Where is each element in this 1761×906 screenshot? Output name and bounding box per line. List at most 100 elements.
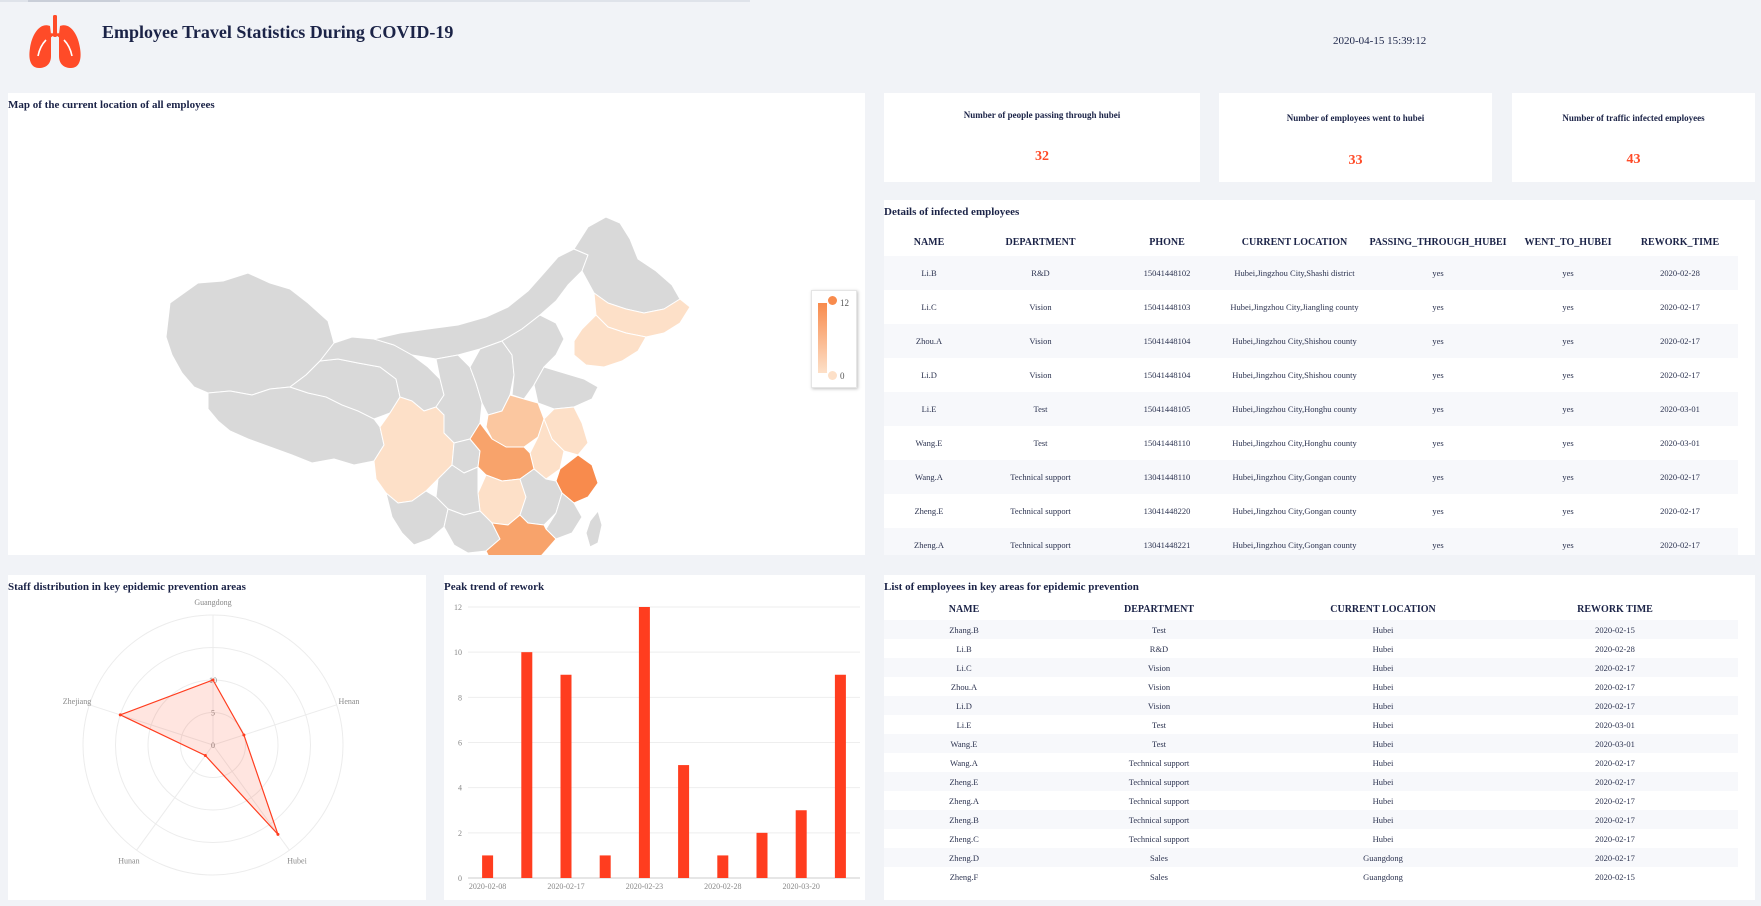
table-cell: Hubei,Jingzhou City,Jiangling county xyxy=(1230,302,1359,312)
table-cell: 15041448102 xyxy=(1107,256,1227,290)
table-cell: Zheng.B xyxy=(884,810,1044,829)
rework-bar[interactable] xyxy=(756,832,768,878)
rework-bar[interactable] xyxy=(560,674,572,878)
table-cell: Zhou.A xyxy=(884,324,974,358)
radar-point[interactable] xyxy=(203,754,207,758)
table-row[interactable]: Zheng.E Technical support 13041448220 Hubei… xyxy=(884,494,1738,528)
bar-y-tick-label: 2 xyxy=(458,829,462,838)
table-cell: 2020-02-28 xyxy=(1622,256,1738,290)
bar-y-tick-label: 0 xyxy=(458,874,462,883)
table-row[interactable]: Li.E Test Hubei 2020-03-01 xyxy=(884,715,1738,734)
table-row[interactable]: Zheng.A Technical support 13041448221 Hubei… xyxy=(884,528,1738,555)
column-header[interactable]: REWORK_TIME xyxy=(1640,236,1720,248)
table-row[interactable]: Zheng.F Sales Guangdong 2020-02-15 xyxy=(884,867,1738,886)
table-row[interactable]: Zhou.A Vision Hubei 2020-02-17 xyxy=(884,677,1738,696)
radar-chart[interactable]: GuangdongHenanHubeiHunanZhejiang0510 xyxy=(8,575,426,900)
column-header[interactable]: CURRENT LOCATION xyxy=(1241,236,1348,248)
table-cell: Technical support xyxy=(1128,833,1190,844)
column-header[interactable]: WENT_TO_HUBEI xyxy=(1524,236,1612,248)
table-row[interactable]: Li.C Vision 15041448103 Hubei,Jingzhou City… xyxy=(884,290,1738,324)
table-row[interactable]: Zheng.D Sales Guangdong 2020-02-17 xyxy=(884,848,1738,867)
table-cell: Guangdong xyxy=(1274,848,1492,867)
table-cell: Zheng.A xyxy=(949,795,979,806)
map-region-taiwan xyxy=(585,510,603,548)
radar-indicator-label: Henan xyxy=(339,697,360,706)
table-cell: 13041448220 xyxy=(1143,506,1191,516)
table-cell: Hubei,Jingzhou City,Honghu county xyxy=(1232,438,1357,448)
table-row[interactable]: Li.D Vision 15041448104 Hubei,Jingzhou City… xyxy=(884,358,1738,392)
column-header[interactable]: NAME xyxy=(948,603,980,615)
rework-bar[interactable] xyxy=(482,855,494,878)
table-row[interactable]: Wang.E Test 15041448110 Hubei,Jingzhou City… xyxy=(884,426,1738,460)
map-title: Map of the current location of all emplo… xyxy=(8,99,215,111)
column-header[interactable]: PASSING_THROUGH_HUBEI xyxy=(1369,236,1507,248)
rework-bar[interactable] xyxy=(678,765,690,878)
radar-point[interactable] xyxy=(276,832,280,836)
table-row[interactable]: Li.B R&D Hubei 2020-02-28 xyxy=(884,639,1738,658)
rework-bar[interactable] xyxy=(638,607,650,878)
radar-series-area[interactable] xyxy=(118,679,279,835)
column-header[interactable]: REWORK TIME xyxy=(1577,603,1653,615)
table-cell: Test xyxy=(1033,438,1048,448)
table-cell: Zheng.C xyxy=(949,833,979,844)
bar-y-tick-label: 6 xyxy=(458,739,462,748)
table-row[interactable]: Zheng.B Technical support Hubei 2020-02-17 xyxy=(884,810,1738,829)
column-header[interactable]: DEPARTMENT xyxy=(1005,236,1076,248)
table-cell: R&D xyxy=(1149,643,1169,654)
bar-panel: Peak trend of rework 0 2 4 6 8 10 12 2020-02-08… xyxy=(444,575,865,900)
top-strip xyxy=(0,0,750,2)
rework-bar-chart[interactable]: 0 2 4 6 8 10 12 2020-02-08 2020-02-17 2020-02-23 2… xyxy=(444,575,865,900)
table-cell: Technical support xyxy=(1010,506,1071,516)
rework-bar[interactable] xyxy=(795,810,807,878)
table-row[interactable]: Zhou.A Vision 15041448104 Hubei,Jingzhou Ci… xyxy=(884,324,1738,358)
rework-bar[interactable] xyxy=(717,855,729,878)
bar-x-tick-label: 2020-02-17 xyxy=(547,882,584,891)
table-cell: yes xyxy=(1432,302,1444,312)
radar-point[interactable] xyxy=(242,733,246,737)
column-header[interactable]: PHONE xyxy=(1149,236,1185,248)
radar-axis-line xyxy=(89,704,214,746)
table-cell: yes xyxy=(1514,256,1622,290)
table-row[interactable]: Li.E Test 15041448105 Hubei,Jingzhou City,H… xyxy=(884,392,1738,426)
table-cell: yes xyxy=(1432,370,1444,380)
table-cell: 2020-02-17 xyxy=(1660,370,1700,380)
rework-bar[interactable] xyxy=(834,674,846,878)
rework-bar[interactable] xyxy=(599,855,611,878)
bar-y-tick-label: 4 xyxy=(458,784,462,793)
table-row[interactable]: Li.C Vision Hubei 2020-02-17 xyxy=(884,658,1738,677)
table-row[interactable]: Zheng.A Technical support Hubei 2020-02-17 xyxy=(884,791,1738,810)
table-row[interactable]: Li.D Vision Hubei 2020-02-17 xyxy=(884,696,1738,715)
china-map[interactable] xyxy=(8,93,865,555)
table-cell: 13041448221 xyxy=(1107,528,1227,555)
radar-point[interactable] xyxy=(118,713,122,717)
column-header[interactable]: DEPARTMENT xyxy=(1123,603,1195,615)
legend-max-handle[interactable] xyxy=(828,296,837,305)
column-header[interactable]: CURRENT LOCATION xyxy=(1330,603,1436,615)
table-row[interactable]: Wang.A Technical support Hubei 2020-02-17 xyxy=(884,753,1738,772)
table-cell: Zhang.B xyxy=(884,620,1044,639)
radar-indicator-label: Hubei xyxy=(287,857,307,866)
rework-bar[interactable] xyxy=(521,652,533,878)
column-header[interactable]: NAME xyxy=(913,236,945,248)
table-cell: Technical support xyxy=(974,460,1107,494)
table-row[interactable]: Zheng.E Technical support Hubei 2020-02-17 xyxy=(884,772,1738,791)
table-row[interactable]: Li.B R&D 15041448102 Hubei,Jingzhou City,Sh… xyxy=(884,256,1738,290)
table-row[interactable]: Zheng.C Technical support Hubei 2020-02-17 xyxy=(884,829,1738,848)
table-cell: Hubei xyxy=(1274,658,1492,677)
table-cell: 13041448110 xyxy=(1107,460,1227,494)
table-cell: yes xyxy=(1562,438,1574,448)
table-row[interactable]: Wang.A Technical support 13041448110 Hubei,… xyxy=(884,460,1738,494)
table-cell: Vision xyxy=(1029,302,1052,312)
radar-panel: Staff distribution in key epidemic preve… xyxy=(8,575,426,900)
table-cell: Li.D xyxy=(921,370,937,380)
radar-point[interactable] xyxy=(211,678,215,682)
table-cell: Hubei xyxy=(1274,734,1492,753)
table-cell: Zheng.E xyxy=(914,506,944,516)
table-row[interactable]: Wang.E Test Hubei 2020-03-01 xyxy=(884,734,1738,753)
table-cell: yes xyxy=(1562,506,1574,516)
radar-indicator-label: Zhejiang xyxy=(63,697,91,706)
table-row[interactable]: Zhang.B Test Hubei 2020-02-15 xyxy=(884,620,1738,639)
table-cell: Technical support xyxy=(1128,757,1190,768)
legend-min-handle[interactable] xyxy=(828,371,837,380)
table-cell: 2020-02-17 xyxy=(1595,795,1635,806)
